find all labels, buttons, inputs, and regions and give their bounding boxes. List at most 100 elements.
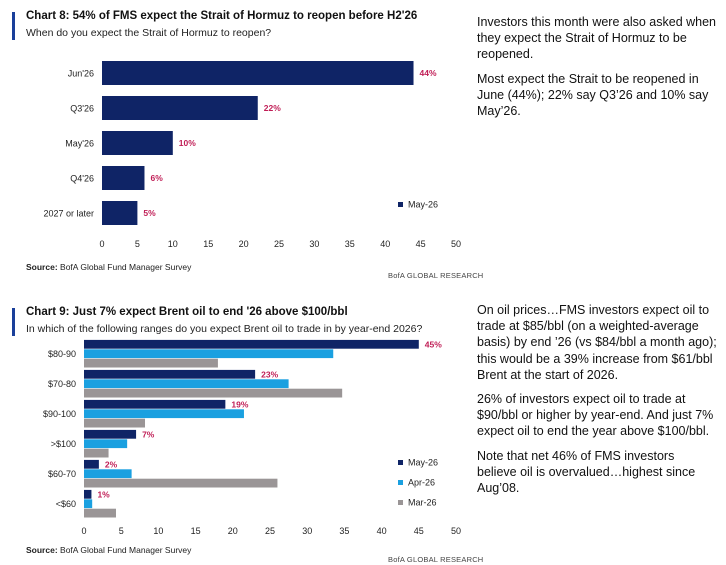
source-text: BofA Global Fund Manager Survey [60,262,192,272]
x-tick-label: 25 [265,526,275,536]
commentary-paragraph: Note that net 46% of FMS investors belie… [477,448,696,496]
category-label: Jun'26 [68,69,94,79]
chart-9-panel: Chart 9: Just 7% expect Brent oil to end… [0,296,483,565]
legend-swatch [398,480,403,485]
x-tick-label: 50 [451,526,461,536]
data-label: 7% [142,430,155,440]
x-tick-label: 5 [119,526,124,536]
x-tick-label: 40 [380,239,390,249]
legend-swatch [398,202,403,207]
data-label: 1% [97,490,110,500]
bar-may-26 [84,429,137,439]
bar-apr-26 [84,439,128,449]
commentary-bottom: On oil prices…FMS investors expect oil t… [477,302,717,504]
x-tick-label: 40 [377,526,387,536]
chart-title: Chart 9: Just 7% expect Brent oil to end… [26,306,348,318]
bar-mar-26 [84,478,278,488]
legend-label: Mar-26 [408,498,437,508]
data-label: 6% [150,173,163,183]
bar-apr-26 [84,469,132,479]
title-accent-bar [12,12,15,40]
commentary-paragraph: On oil prices…FMS investors expect oil t… [477,303,717,382]
commentary-paragraph: Investors this month were also asked whe… [477,15,717,62]
bar-mar-26 [84,448,109,458]
data-label: 10% [179,138,196,148]
data-label: 22% [264,103,281,113]
bar-may-26 [84,489,92,499]
x-tick-label: 20 [228,526,238,536]
bar-apr-26 [84,349,334,359]
commentary-paragraph: 26% of investors expect oil to trade at … [477,392,714,439]
category-label: 2027 or later [43,209,94,219]
category-label: $80-90 [48,349,76,359]
data-label: 23% [261,370,278,380]
x-tick-label: 45 [414,526,424,536]
bar-may-26 [84,459,99,469]
data-label: 5% [143,208,156,218]
bar-may-26 [102,201,138,225]
bar-mar-26 [84,418,146,428]
bar-mar-26 [84,388,343,398]
bar-may-26 [102,96,258,120]
brand-footer: BofA GLOBAL RESEARCH [388,555,484,564]
bar-mar-26 [84,358,218,368]
chart-source: Source: BofA Global Fund Manager Survey [26,262,191,272]
bar-may-26 [84,399,226,409]
category-label: $60-70 [48,469,76,479]
x-tick-label: 0 [81,526,86,536]
x-tick-label: 35 [345,239,355,249]
data-label: 2% [105,460,118,470]
category-label: Q3'26 [70,104,94,114]
bar-may-26 [84,339,419,349]
x-tick-label: 5 [135,239,140,249]
bar-may-26 [84,369,256,379]
bar-apr-26 [84,379,289,389]
data-label: 44% [420,68,437,78]
chart-source: Source: BofA Global Fund Manager Survey [26,545,191,555]
chart-8-plot: 0 5 10 15 20 25 30 35 40 45 50 Jun'26 44% Q3'26 22% May… [43,61,461,249]
data-label: 45% [425,340,442,350]
bar-may-26 [102,166,145,190]
x-tick-label: 20 [239,239,249,249]
data-label: 19% [231,400,248,410]
x-tick-label: 15 [191,526,201,536]
legend-label: May-26 [408,458,438,468]
x-tick-label: 10 [153,526,163,536]
category-label: Q4'26 [70,174,94,184]
chart-8-panel: Chart 8: 54% of FMS expect the Strait of… [0,0,483,280]
commentary-paragraph: Most expect the Strait to be reopened in… [477,71,709,119]
title-accent-bar [12,308,15,336]
chart-subtitle: When do you expect the Strait of Hormuz … [26,27,272,39]
legend-swatch [398,500,403,505]
x-tick-label: 50 [451,239,461,249]
bar-apr-26 [84,409,244,419]
category-label: $90-100 [43,409,76,419]
bar-may-26 [102,131,173,155]
bar-may-26 [102,61,414,85]
x-tick-label: 45 [416,239,426,249]
source-text: BofA Global Fund Manager Survey [60,545,192,555]
bar-apr-26 [84,499,93,509]
commentary-top: Investors this month were also asked whe… [477,14,717,127]
brand-footer: BofA GLOBAL RESEARCH [388,271,484,280]
x-tick-label: 35 [339,526,349,536]
chart-title: Chart 8: 54% of FMS expect the Strait of… [26,10,418,22]
x-tick-label: 15 [203,239,213,249]
x-tick-label: 25 [274,239,284,249]
category-label: $70-80 [48,379,76,389]
legend-label: Apr-26 [408,478,435,488]
chart-subtitle: In which of the following ranges do you … [26,323,423,335]
x-tick-label: 10 [168,239,178,249]
category-label: >$100 [51,439,76,449]
legend-swatch [398,460,403,465]
chart-9-plot: 0 5 10 15 20 25 30 35 40 45 50 $80-90 45% $70-80 23% $9… [43,339,461,537]
bar-mar-26 [84,508,116,518]
source-prefix: Source: [26,545,58,555]
legend-label: May-26 [408,200,438,210]
category-label: <$60 [56,499,76,509]
x-tick-label: 0 [99,239,104,249]
x-tick-label: 30 [302,526,312,536]
x-tick-label: 30 [309,239,319,249]
category-label: May'26 [65,139,94,149]
source-prefix: Source: [26,262,58,272]
